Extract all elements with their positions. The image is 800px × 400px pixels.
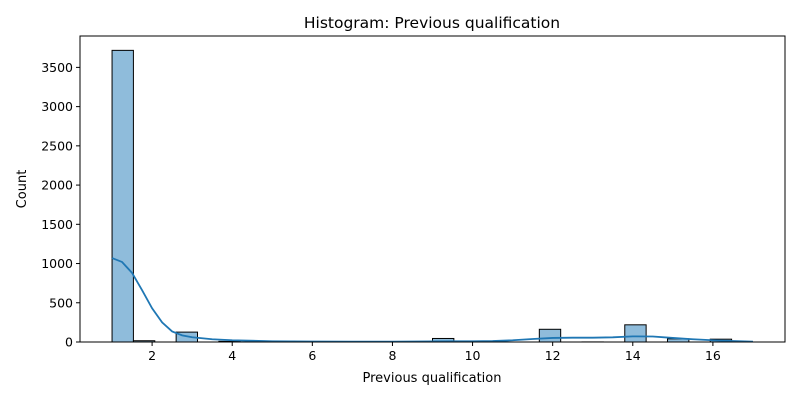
y-tick-label: 1000 bbox=[41, 256, 73, 271]
x-tick-label: 6 bbox=[308, 348, 316, 363]
histogram-bar bbox=[538, 328, 562, 343]
x-axis-ticks: 2 4 6 8 10 12 14 16 bbox=[148, 342, 721, 363]
x-tick-label: 12 bbox=[545, 348, 561, 363]
plot-frame bbox=[79, 35, 786, 343]
x-tick-label: 14 bbox=[625, 348, 641, 363]
bars-group bbox=[111, 49, 733, 343]
y-tick-label: 3500 bbox=[41, 60, 73, 75]
x-tick-label: 4 bbox=[228, 348, 236, 363]
y-tick-label: 2500 bbox=[41, 138, 73, 153]
x-axis-label: Previous qualification bbox=[363, 371, 502, 386]
x-tick-label: 10 bbox=[465, 348, 481, 363]
y-tick-label: 1500 bbox=[41, 217, 73, 232]
x-tick-label: 8 bbox=[388, 348, 396, 363]
y-tick-label: 3000 bbox=[41, 99, 73, 114]
y-tick-label: 2000 bbox=[41, 178, 73, 193]
histogram-bar bbox=[111, 49, 134, 343]
y-tick-label: 500 bbox=[49, 295, 73, 310]
y-tick-label: 0 bbox=[65, 335, 73, 350]
x-tick-label: 16 bbox=[705, 348, 721, 363]
chart-title: Histogram: Previous qualification bbox=[304, 14, 560, 32]
y-axis-ticks: 0 500 1000 1500 2000 2500 3000 3500 bbox=[41, 60, 80, 350]
kde-curve bbox=[111, 257, 753, 343]
histogram-bar bbox=[624, 324, 647, 343]
x-tick-label: 2 bbox=[148, 348, 156, 363]
y-axis-label: Count bbox=[15, 170, 30, 209]
